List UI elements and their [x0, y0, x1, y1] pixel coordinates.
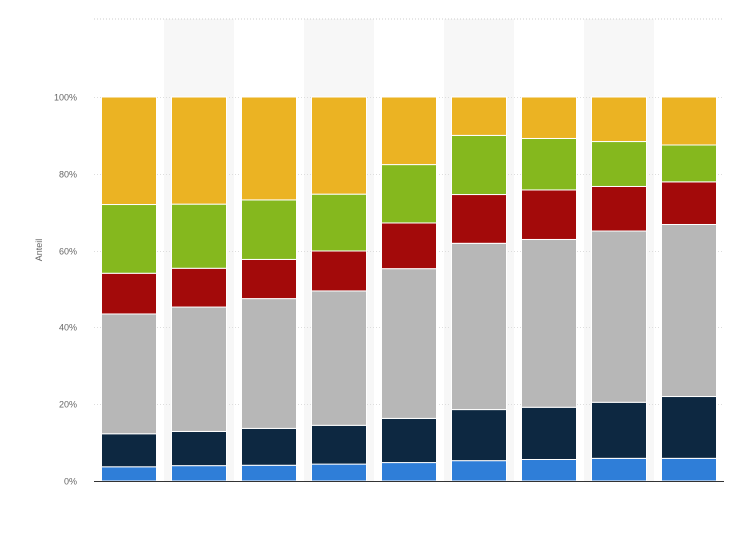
y-axis-title: Anteil: [34, 239, 44, 262]
bars: [101, 96, 717, 482]
y-tick-label: 100%: [54, 93, 77, 103]
bar-segment: [591, 96, 647, 143]
bar-segment: [311, 193, 367, 252]
y-tick-label: 60%: [59, 247, 77, 257]
bar-segment: [241, 199, 297, 260]
bar-segment: [101, 272, 157, 315]
bar-segment: [311, 96, 367, 195]
bar-segment: [661, 181, 717, 225]
bar-segment: [451, 460, 507, 482]
bar-segment: [101, 466, 157, 482]
bar-segment: [311, 424, 367, 465]
y-tick-label: 20%: [59, 400, 77, 410]
bar-segment: [591, 185, 647, 232]
bar-segment: [381, 164, 437, 224]
bar-segment: [451, 134, 507, 196]
bar-segment: [661, 223, 717, 398]
bar-segment: [311, 250, 367, 292]
bar-segment: [381, 462, 437, 482]
bar-segment: [661, 457, 717, 482]
bar-segment: [661, 144, 717, 183]
bar-segment: [241, 464, 297, 482]
bar-segment: [171, 203, 227, 269]
bar-segment: [101, 313, 157, 435]
bar-segment: [381, 268, 437, 419]
bar-segment: [381, 417, 437, 464]
bar-segment: [171, 430, 227, 467]
bar-segment: [521, 458, 577, 482]
bar-segment: [311, 290, 367, 426]
bar-segment: [101, 433, 157, 468]
bar-segment: [521, 406, 577, 460]
bar-segment: [521, 96, 577, 139]
bar-segment: [451, 409, 507, 462]
bar-segment: [381, 222, 437, 270]
bar-segment: [521, 189, 577, 240]
bar-segment: [591, 457, 647, 482]
bar-segment: [451, 242, 507, 411]
bar-segment: [661, 396, 717, 459]
bar-segment: [591, 230, 647, 403]
y-tick-label: 40%: [59, 323, 77, 333]
bar-segment: [101, 204, 157, 274]
bar-segment: [171, 465, 227, 482]
bar-segment: [381, 96, 437, 166]
bar-segment: [241, 298, 297, 429]
bar-segment: [171, 96, 227, 205]
bar-segment: [101, 96, 157, 206]
bar-segment: [171, 267, 227, 308]
bar-segment: [241, 427, 297, 466]
bar-segment: [661, 96, 717, 146]
bar-segment: [311, 463, 367, 482]
y-tick-label: 0%: [64, 477, 77, 487]
bar-segment: [591, 401, 647, 459]
bar-segment: [521, 137, 577, 191]
bar-segment: [451, 96, 507, 136]
y-tick-label: 80%: [59, 170, 77, 180]
bar-segment: [171, 306, 227, 432]
bar-segment: [521, 238, 577, 408]
bar-segment: [451, 194, 507, 244]
bar-segment: [241, 96, 297, 201]
bar-segment: [591, 141, 647, 187]
y-axis-ticks: 0% 20% 40% 60% 80% 100%: [54, 93, 77, 487]
bar-segment: [241, 258, 297, 300]
